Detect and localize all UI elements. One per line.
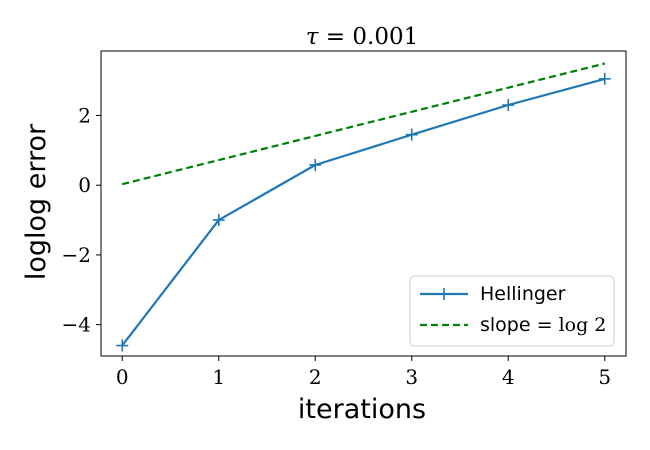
y-tick-label-2: 0 (78, 173, 91, 197)
legend-label-slope-math: log 2 (559, 314, 607, 336)
x-axis-title: iterations (298, 394, 426, 425)
legend: Hellinger slope = log 2 (409, 275, 615, 347)
legend-label-slope: slope = log 2 (480, 314, 606, 336)
y-axis-title: loglog error (21, 123, 52, 280)
x-tick-label-5: 5 (598, 365, 611, 389)
legend-label-hellinger: Hellinger (480, 283, 566, 305)
y-tick-label-3: 2 (78, 103, 91, 127)
x-tick-label-2: 2 (309, 365, 322, 389)
data-point-hellinger-4 (502, 99, 515, 112)
data-point-hellinger-0 (116, 339, 129, 352)
chart-title: τ = 0.001 (306, 24, 418, 50)
series-line-hellinger (121, 77, 606, 347)
chart-title-symbol: τ (306, 24, 320, 50)
x-tick-label-0: 0 (116, 365, 129, 389)
legend-label-slope-text: slope = (480, 314, 559, 336)
data-point-hellinger-5 (598, 72, 611, 85)
legend-marker-hellinger (438, 288, 450, 300)
x-tick-label-1: 1 (212, 365, 225, 389)
plot-frame (100, 50, 627, 357)
plot-area: 0 1 2 3 4 5 −4 −2 0 2 (62, 50, 627, 389)
data-point-hellinger-3 (405, 128, 418, 141)
x-tick-label-3: 3 (405, 365, 418, 389)
y-tick-label-1: −2 (62, 243, 91, 267)
legend-entry-hellinger: Hellinger (420, 283, 566, 305)
chart-title-value: = 0.001 (318, 24, 418, 50)
data-point-hellinger-2 (309, 158, 322, 171)
series-line-slope (121, 62, 606, 186)
y-tick-label-0: −4 (62, 313, 91, 337)
data-point-hellinger-1 (212, 214, 225, 227)
legend-entry-slope: slope = log 2 (420, 314, 606, 336)
x-tick-label-4: 4 (502, 365, 515, 389)
